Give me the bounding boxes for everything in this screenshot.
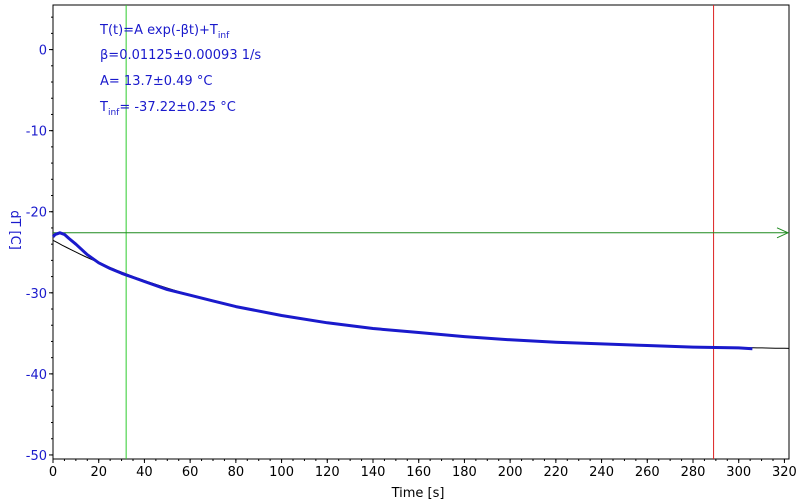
x-tick-label: 140 <box>361 465 386 480</box>
x-tick-label: 120 <box>315 465 340 480</box>
y-axis: 0 -10 -20 -30 -40 -50 <box>26 16 53 464</box>
x-tick-label: 180 <box>452 465 477 480</box>
annotation-beta: β=0.01125±0.00093 1/s <box>100 48 261 63</box>
x-tick-label: 320 <box>772 465 797 480</box>
x-tick-label: 260 <box>635 465 660 480</box>
y-tick-label: -40 <box>26 368 47 383</box>
y-tick-label: -10 <box>26 125 47 140</box>
x-tick-label: 0 <box>49 465 57 480</box>
y-tick-label: 0 <box>39 44 47 59</box>
series-group <box>51 231 790 351</box>
y-tick-label: -20 <box>26 206 47 221</box>
x-axis: 0 20 40 60 80 100 120 140 160 180 200 220 240 260 280 3… <box>49 459 797 480</box>
cursor-arrow-icon <box>776 227 790 239</box>
x-tick-label: 100 <box>269 465 294 480</box>
annotation-formula: T(t)=A exp(-βt)+Tinf <box>99 23 230 41</box>
y-tick-label: -30 <box>26 287 47 302</box>
x-tick-label: 280 <box>681 465 706 480</box>
x-tick-label: 220 <box>543 465 568 480</box>
x-tick-label: 20 <box>90 465 107 480</box>
x-tick-label: 160 <box>406 465 431 480</box>
x-tick-label: 200 <box>498 465 523 480</box>
annotation-amplitude: A= 13.7±0.49 °C <box>100 74 212 89</box>
x-tick-label: 40 <box>136 465 153 480</box>
annotation-tinf: Tinf= -37.22±0.25 °C <box>99 100 236 118</box>
x-tick-label: 300 <box>726 465 751 480</box>
fit-annotation: T(t)=A exp(-βt)+Tinf β=0.01125±0.00093 1… <box>99 23 261 118</box>
y-axis-title: dT [C] <box>7 210 22 250</box>
x-axis-title: Time [s] <box>391 486 445 501</box>
x-tick-label: 80 <box>228 465 245 480</box>
measured-line <box>51 231 753 351</box>
x-tick-label: 240 <box>589 465 614 480</box>
y-tick-label: -50 <box>26 449 47 464</box>
plot-frame <box>52 4 790 460</box>
x-tick-label: 60 <box>182 465 199 480</box>
cursors <box>53 5 790 459</box>
